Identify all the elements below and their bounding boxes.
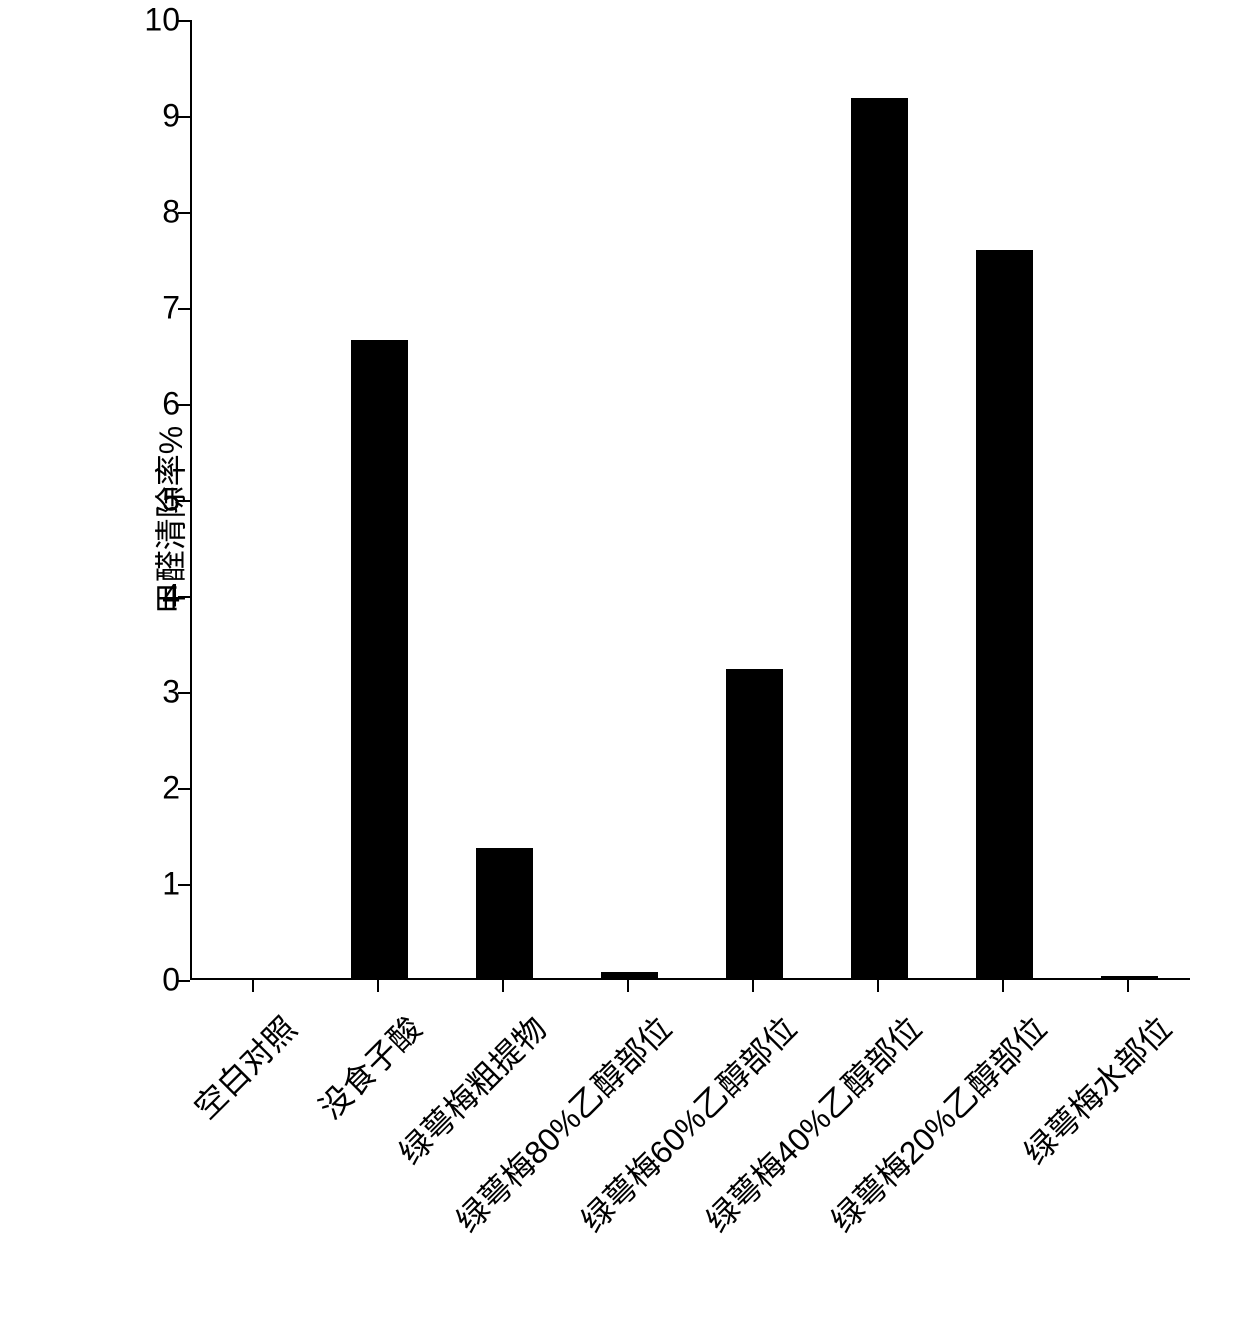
x-category-label: 没食子酸 <box>185 1005 430 1250</box>
y-tick-label: 6 <box>120 386 180 423</box>
x-tick <box>1002 980 1004 992</box>
y-tick-label: 4 <box>120 578 180 615</box>
y-tick-label: 0 <box>120 962 180 999</box>
bar <box>851 98 907 978</box>
y-tick-label: 9 <box>120 98 180 135</box>
y-tick-label: 5 <box>120 482 180 519</box>
x-tick <box>627 980 629 992</box>
x-tick <box>877 980 879 992</box>
x-category-label: 绿萼梅80%乙醇部位 <box>435 1005 680 1250</box>
x-category-label: 空白对照 <box>60 1005 305 1250</box>
x-tick <box>502 980 504 992</box>
x-tick <box>1127 980 1129 992</box>
chart-container: 甲醛清除率% 012345678910空白对照没食子酸绿萼梅粗提物绿萼梅80%乙… <box>90 20 1190 1020</box>
x-tick <box>377 980 379 992</box>
x-tick <box>752 980 754 992</box>
bar <box>976 250 1032 978</box>
y-tick-label: 10 <box>120 2 180 39</box>
y-tick-label: 8 <box>120 194 180 231</box>
x-category-label: 绿萼梅60%乙醇部位 <box>560 1005 805 1250</box>
bar <box>601 972 657 978</box>
x-category-label: 绿萼梅水部位 <box>935 1005 1180 1250</box>
y-tick-label: 3 <box>120 674 180 711</box>
y-tick-label: 1 <box>120 866 180 903</box>
bar <box>726 669 782 978</box>
x-category-label: 绿萼梅40%乙醇部位 <box>685 1005 930 1250</box>
y-tick-label: 7 <box>120 290 180 327</box>
x-tick <box>252 980 254 992</box>
bar <box>351 340 407 978</box>
x-category-label: 绿萼梅粗提物 <box>310 1005 555 1250</box>
bar <box>1101 976 1157 978</box>
y-tick-label: 2 <box>120 770 180 807</box>
bar <box>476 848 532 978</box>
x-category-label: 绿萼梅20%乙醇部位 <box>810 1005 1055 1250</box>
plot-area <box>190 20 1190 980</box>
